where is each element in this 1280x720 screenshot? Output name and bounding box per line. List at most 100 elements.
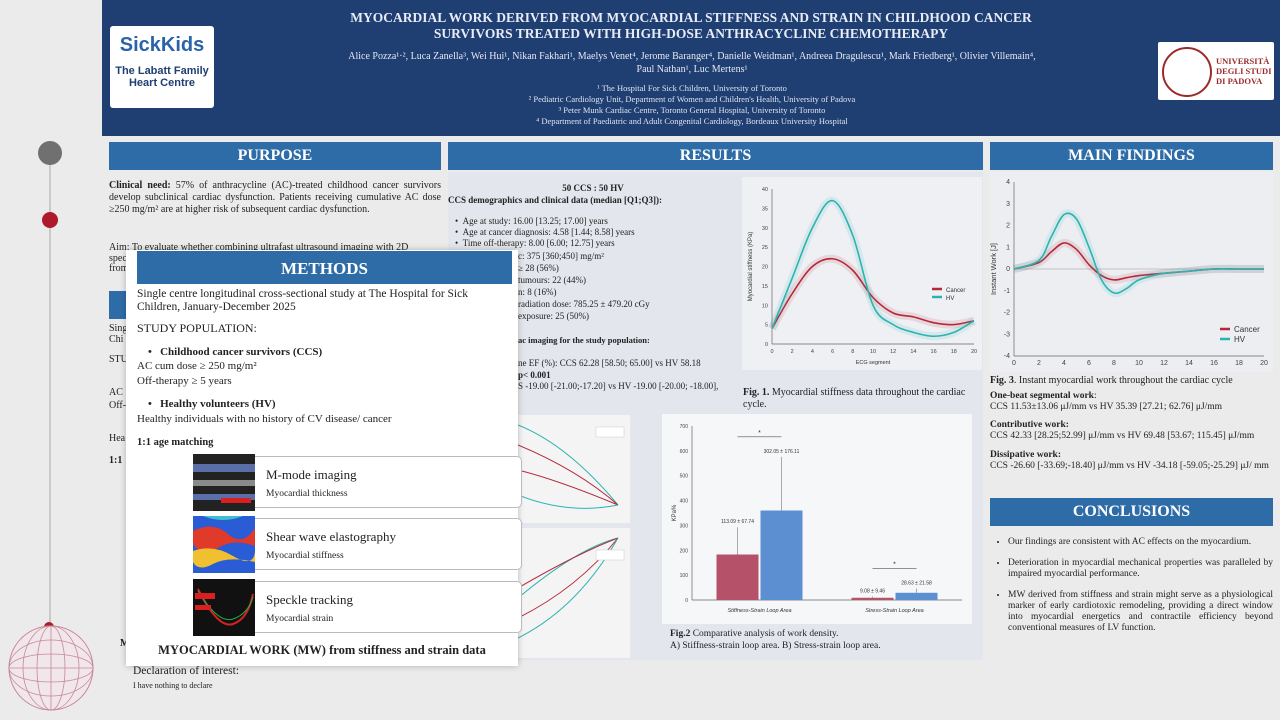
affiliation-1: ¹ The Hospital For Sick Children, Univer… — [597, 83, 787, 93]
results-demo-list: • Age at study: 16.00 [13.25; 17.00] yea… — [455, 216, 635, 249]
findings-contrib-label: Contributive work: — [990, 420, 1069, 430]
fig2-bar-hv — [895, 592, 938, 600]
fig3-x-tick: 16 — [1210, 360, 1218, 367]
poster-title-line1: MYOCARDIAL WORK DERIVED FROM MYOCARDIAL … — [350, 10, 1032, 25]
results-item-2-text: Age at cancer diagnosis: 4.58 [1.44; 8.5… — [462, 227, 635, 237]
fig2-data-label: 9.08 ± 9.46 — [860, 588, 885, 594]
hidden-text-4: AC — [109, 387, 123, 398]
fig1-panel: 0 2 4 6 8 10 12 14 16 18 20 0 5 10 15 20 25 30 35 40 ECG seg… — [742, 177, 982, 370]
fig2-bar-cancer — [716, 554, 759, 600]
methods-footer: MYOCARDIAL WORK (MW) from stiffness and … — [158, 643, 486, 657]
slide-nav-dot[interactable] — [42, 212, 58, 228]
poster-authors: Alice Pozza¹·², Luca Zanella³, Wei Hui¹,… — [272, 50, 1112, 76]
fig1-x-tick: 18 — [951, 349, 957, 355]
methods-overlay[interactable]: METHODS Single centre longitudinal cross… — [126, 250, 522, 666]
fig2-y-tick: 300 — [680, 523, 689, 529]
results-partial-1: c: 375 [360;450] mg/m² — [518, 251, 604, 261]
method-box-speckle: Speckle tracking Myocardial strain — [193, 579, 522, 636]
findings-seg-text: CCS 11.53±13.06 μJ/mm vs HV 35.39 [27.21… — [990, 402, 1223, 412]
fig1-x-tick: 4 — [811, 349, 814, 355]
fig1-y-tick: 40 — [762, 187, 768, 193]
fig2-significance-star: * — [893, 561, 896, 568]
fig2-y-tick: 600 — [680, 449, 689, 455]
fig1-x-tick: 2 — [791, 349, 794, 355]
method-box-mmode: M-mode imaging Myocardial thickness — [193, 454, 522, 511]
findings-diss: Dissipative work: CCS -26.60 [-33.69;-18… — [990, 450, 1273, 472]
fig1-caption-label: Fig. 1. — [743, 387, 770, 398]
fig3-legend-cancer: Cancer — [1234, 325, 1260, 334]
fig1-y-tick: 25 — [762, 245, 768, 251]
clinical-need-label: Clinical need: — [109, 180, 171, 191]
fig1-x-tick: 12 — [890, 349, 896, 355]
sickkids-logo: SickKids The Labatt Family Heart Centre — [110, 26, 214, 108]
fig1-x-tick: 0 — [770, 349, 773, 355]
methods-pop-heading: STUDY POPULATION: — [137, 321, 257, 335]
fig1-x-label: ECG segment — [856, 360, 891, 366]
fig3-caption: Fig. 3. Instant myocardial work througho… — [990, 375, 1273, 387]
fig3-y-tick: -3 — [1004, 331, 1010, 338]
fig3-caption-label: Fig. 3 — [990, 375, 1014, 386]
authors-line1: Alice Pozza¹·², Luca Zanella³, Wei Hui¹,… — [348, 51, 1036, 62]
methods-ccs-label-text: Childhood cancer survivors (CCS) — [160, 346, 323, 358]
fig1-x-tick: 10 — [870, 349, 876, 355]
conclusion-item-2: Deterioration in myocardial mechanical p… — [1008, 558, 1273, 580]
results-item-2: • Age at cancer diagnosis: 4.58 [1.44; 8… — [455, 227, 635, 237]
slide-nav-track — [49, 150, 51, 650]
loop-chart-a-svg — [517, 424, 625, 509]
findings-contrib: Contributive work: CCS 42.33 [28.25;52.9… — [990, 420, 1273, 442]
method-box-shear-sub: Myocardial stiffness — [266, 551, 344, 561]
fig2-panel: 0 100 200 300 400 500 600 700 KPa% 113.09 ± 67.74… — [662, 414, 972, 624]
fig3-y-tick: -4 — [1004, 353, 1010, 360]
fig3-x-tick: 0 — [1012, 360, 1016, 367]
loop-chart-a — [517, 415, 630, 523]
results-partial-7: ac imaging for the study population: — [518, 335, 650, 345]
unipd-logo-line1: UNIVERSITÀ — [1216, 56, 1270, 66]
fig1-y-tick: 35 — [762, 206, 768, 212]
fig3-x-tick: 8 — [1112, 360, 1116, 367]
methods-intro: Single centre longitudinal cross-section… — [137, 288, 468, 313]
findings-contrib-text: CCS 42.33 [28.25;52.99] μJ/mm vs HV 69.4… — [990, 431, 1255, 441]
declaration-label: Declaration of interest: — [133, 665, 240, 677]
methods-matching: 1:1 age matching — [137, 437, 214, 448]
conclusion-item-3: MW derived from stiffness and strain mig… — [1008, 590, 1273, 634]
fig3-y-tick: 3 — [1006, 201, 1010, 208]
hidden-text-5: Off- — [109, 400, 127, 411]
authors-line2: Paul Nathan¹, Luc Mertens¹ — [636, 64, 748, 75]
fig2-bar-hv — [760, 510, 803, 600]
results-heading: RESULTS — [448, 142, 983, 170]
conclusions-bullets: Our findings are consistent with AC effe… — [990, 537, 1273, 634]
conclusions-heading: CONCLUSIONS — [990, 498, 1273, 526]
fig2-caption: Fig.2 Comparative analysis of work densi… — [670, 628, 970, 652]
fig1-chart: 0 2 4 6 8 10 12 14 16 18 20 0 5 10 15 20 25 30 35 40 ECG seg… — [748, 187, 977, 366]
fig3-x-tick: 12 — [1160, 360, 1168, 367]
results-partial-2: ≥ 28 (56%) — [518, 263, 559, 273]
fig3-y-tick: -2 — [1004, 310, 1010, 317]
fig2-data-label: 28.63 ± 21.58 — [901, 580, 932, 586]
unipd-logo-text: UNIVERSITÀ DEGLI STUDI DI PADOVA — [1216, 56, 1272, 86]
fig1-series-hv — [771, 199, 975, 338]
results-partial-5: radiation dose: 785.25 ± 479.20 cGy — [518, 299, 650, 309]
globe-icon — [8, 625, 94, 711]
slide-nav-dot-active[interactable] — [38, 141, 62, 165]
results-item-3: • Time off-therapy: 8.00 [6.00; 12.75] y… — [455, 238, 615, 248]
findings-heading: MAIN FINDINGS — [990, 142, 1273, 170]
fig3-series-hv — [1013, 212, 1264, 295]
method-box-speckle-title: Speckle tracking — [266, 592, 353, 607]
results-ccs-hv: 50 CCS : 50 HV — [562, 183, 624, 193]
fig3-panel: 0 2 4 6 8 10 12 14 16 18 20 -4 -3 -2 -1 0 1 2 3 4 Instant Wo… — [989, 172, 1273, 372]
method-box-shear-title: Shear wave elastography — [266, 529, 396, 544]
purpose-aim-2: spec — [109, 253, 127, 264]
poster-affiliations: ¹ The Hospital For Sick Children, Univer… — [302, 83, 1082, 127]
fig2-category-label: Stress-Strain Loop Area — [865, 608, 924, 614]
fig3-caption-text: . Instant myocardial work throughout the… — [1013, 375, 1233, 386]
fig3-x-tick: 6 — [1087, 360, 1091, 367]
purpose-aim-3: from — [109, 263, 129, 274]
methods-ccs-line1: AC cum dose ≥ 250 mg/m² — [137, 360, 257, 372]
fig2-chart: 0 100 200 300 400 500 600 700 KPa% 113.09 ± 67.74… — [672, 424, 962, 614]
fig1-y-tick: 10 — [762, 303, 768, 309]
fig2-significance-star: * — [758, 430, 761, 437]
methods-hv-line1: Healthy individuals with no history of C… — [137, 413, 392, 425]
loop-chart-b — [517, 528, 630, 658]
hidden-text-2: Chi — [109, 334, 124, 345]
fig1-y-tick: 15 — [762, 284, 768, 290]
